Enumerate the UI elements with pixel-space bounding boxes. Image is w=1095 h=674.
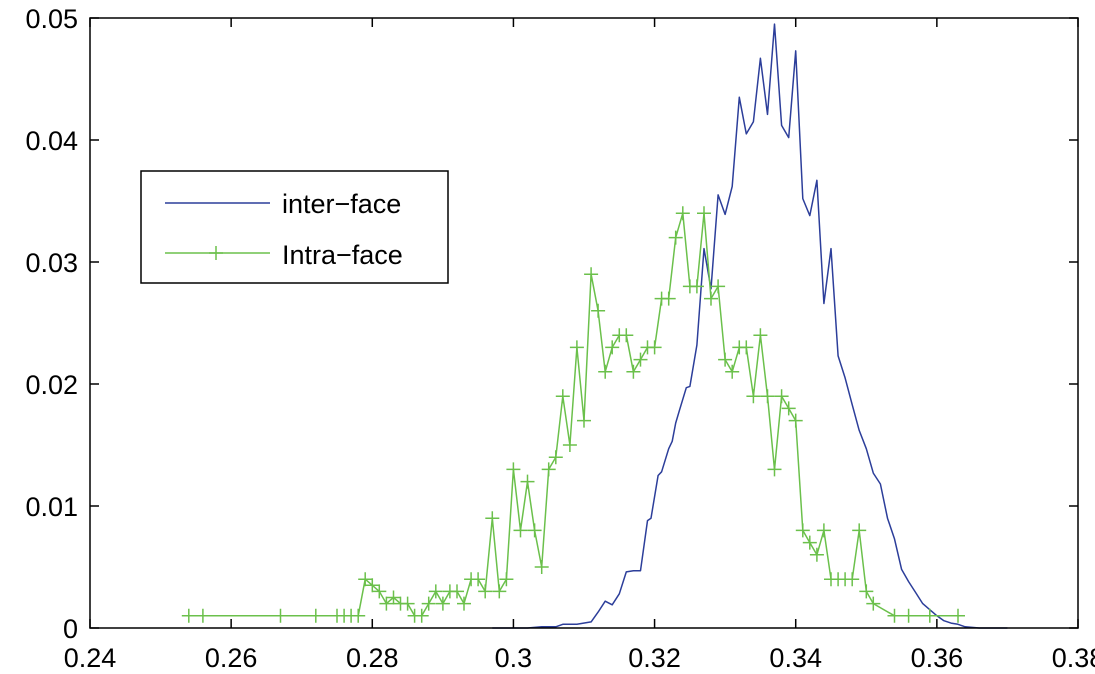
data-point-intra-face — [633, 352, 648, 367]
data-point-intra-face — [506, 462, 521, 477]
data-point-intra-face — [379, 596, 394, 611]
data-point-intra-face — [562, 438, 577, 452]
legend: inter−face Intra−face — [140, 170, 449, 284]
data-point-intra-face — [450, 584, 464, 599]
data-point-intra-face — [816, 523, 831, 538]
data-point-intra-face — [605, 340, 620, 355]
data-point-intra-face — [548, 450, 563, 465]
data-point-intra-face — [725, 364, 740, 379]
data-point-intra-face — [668, 230, 683, 245]
data-point-intra-face — [195, 608, 210, 623]
data-point-intra-face — [951, 608, 965, 623]
y-tick-label: 0.02 — [25, 370, 78, 400]
data-point-intra-face — [711, 279, 726, 294]
data-point-intra-face — [689, 279, 704, 294]
data-point-intra-face — [788, 413, 803, 428]
y-tick-label: 0 — [63, 614, 78, 644]
x-tick-label: 0.24 — [64, 643, 117, 673]
data-point-intra-face — [647, 340, 662, 355]
data-point-intra-face — [365, 578, 380, 593]
data-point-intra-face — [901, 608, 916, 623]
data-point-intra-face — [435, 596, 450, 611]
data-point-intra-face — [760, 389, 775, 404]
data-point-intra-face — [513, 523, 528, 538]
data-point-intra-face — [802, 535, 817, 550]
axes-layer: 0.24 0.26 0.28 0.3 0.32 0.34 0.36 0.38 0 0.01 0.02… — [25, 4, 1095, 673]
data-point-intra-face — [534, 560, 549, 574]
data-point-intra-face — [555, 389, 570, 404]
data-point-intra-face — [386, 590, 401, 605]
y-tick-label: 0.03 — [25, 248, 78, 278]
data-point-intra-face — [492, 584, 507, 599]
data-point-intra-face — [541, 462, 556, 477]
data-point-intra-face — [181, 608, 196, 623]
data-point-intra-face — [527, 523, 542, 538]
data-point-intra-face — [577, 413, 591, 428]
data-point-intra-face — [845, 572, 860, 587]
legend-label-inter-face: inter−face — [282, 189, 401, 219]
data-point-intra-face — [478, 584, 493, 599]
data-point-intra-face — [661, 291, 676, 306]
data-point-intra-face — [372, 584, 387, 599]
data-point-intra-face — [485, 511, 500, 526]
series-layer — [181, 23, 1008, 629]
data-point-intra-face — [471, 572, 486, 587]
data-point-intra-face — [739, 340, 754, 355]
series-line-inter-face — [492, 23, 1008, 629]
x-tick-label: 0.28 — [346, 643, 399, 673]
data-point-intra-face — [852, 523, 867, 538]
data-point-intra-face — [866, 596, 881, 611]
x-tick-label: 0.36 — [911, 643, 964, 673]
data-point-intra-face — [781, 401, 796, 416]
data-point-intra-face — [697, 206, 711, 221]
data-point-intra-face — [428, 584, 443, 599]
legend-marker-intra-face — [209, 246, 223, 260]
plot-frame — [89, 17, 1079, 629]
data-point-intra-face — [795, 523, 810, 538]
data-point-intra-face — [859, 584, 874, 599]
data-point-intra-face — [584, 267, 599, 282]
data-point-intra-face — [499, 572, 514, 587]
data-point-intra-face — [591, 303, 606, 318]
data-point-intra-face — [887, 608, 902, 623]
x-tick-label: 0.38 — [1052, 643, 1095, 673]
data-point-intra-face — [400, 596, 415, 611]
data-point-intra-face — [626, 364, 641, 379]
data-point-intra-face — [358, 572, 373, 587]
data-point-intra-face — [718, 352, 733, 367]
data-point-intra-face — [414, 608, 429, 623]
data-point-intra-face — [308, 608, 323, 623]
data-point-intra-face — [273, 608, 288, 623]
data-point-intra-face — [809, 547, 824, 562]
legend-box — [140, 170, 449, 284]
data-point-intra-face — [767, 462, 782, 477]
y-tick-label: 0.04 — [25, 126, 78, 156]
data-point-intra-face — [619, 328, 634, 343]
x-tick-label: 0.32 — [628, 643, 681, 673]
data-point-intra-face — [704, 291, 718, 306]
data-point-intra-face — [774, 389, 789, 404]
x-tick-label: 0.3 — [495, 643, 533, 673]
data-point-intra-face — [675, 206, 690, 221]
data-point-intra-face — [351, 608, 366, 623]
x-tick-label: 0.26 — [205, 643, 258, 673]
data-point-intra-face — [746, 389, 761, 404]
y-tick-label: 0.05 — [25, 4, 78, 34]
data-point-intra-face — [753, 328, 768, 343]
data-point-intra-face — [569, 340, 584, 355]
y-tick-label: 0.01 — [25, 492, 78, 522]
data-point-intra-face — [520, 474, 535, 489]
data-point-intra-face — [922, 608, 937, 623]
data-point-intra-face — [457, 596, 471, 611]
x-tick-label: 0.34 — [769, 643, 822, 673]
data-point-intra-face — [598, 364, 613, 379]
data-point-intra-face — [421, 596, 436, 611]
legend-label-intra-face: Intra−face — [282, 240, 403, 270]
